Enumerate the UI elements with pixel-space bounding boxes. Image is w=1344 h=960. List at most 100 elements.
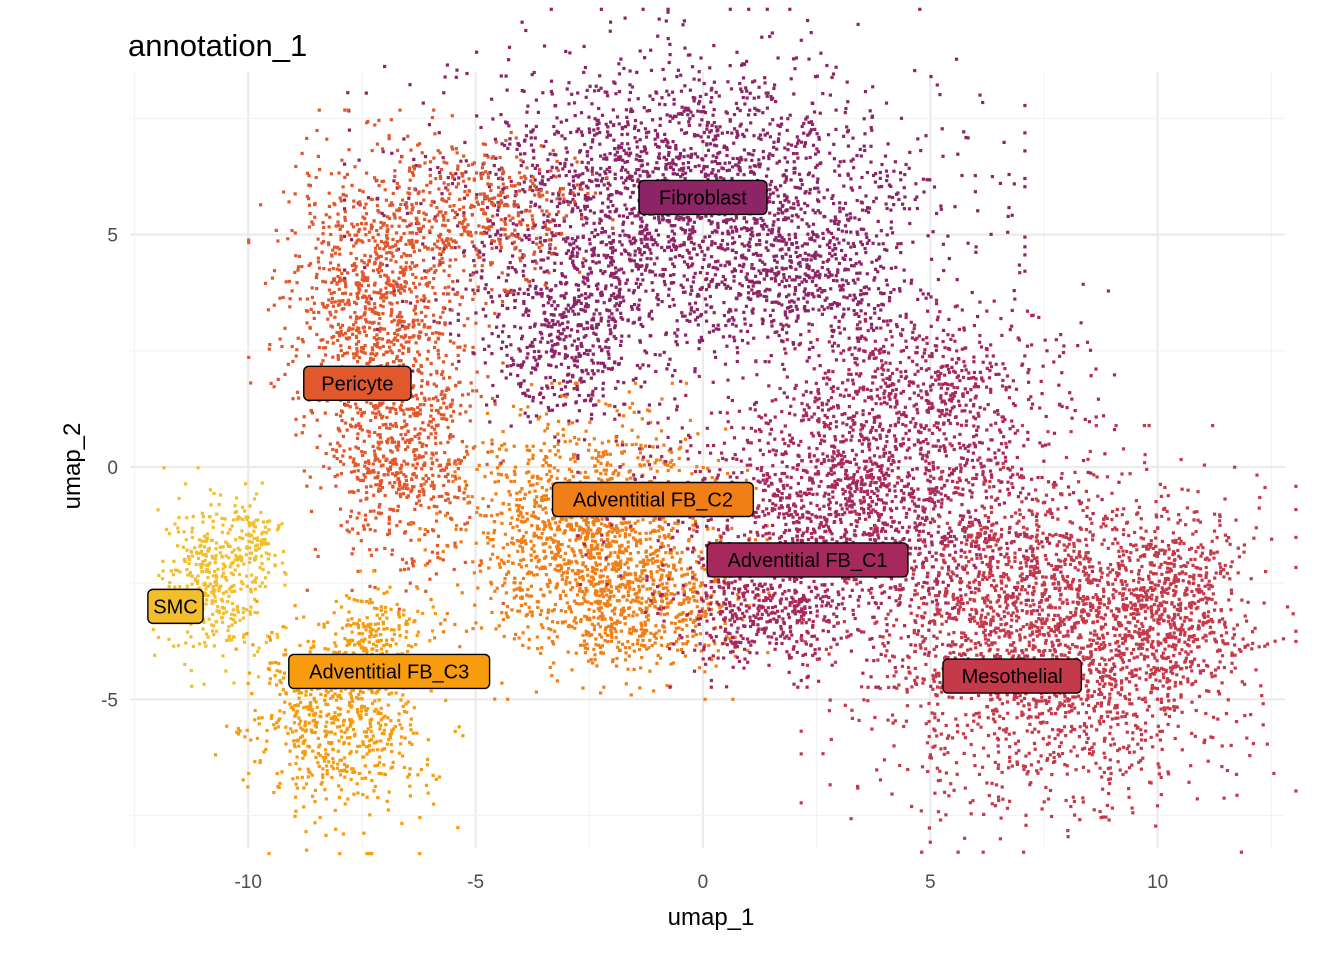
data-point: [835, 237, 839, 241]
data-point: [570, 251, 574, 255]
data-point: [436, 337, 440, 341]
data-point: [620, 334, 624, 338]
data-point: [457, 380, 461, 385]
data-point: [584, 334, 588, 338]
data-point: [276, 239, 280, 243]
data-point: [355, 347, 359, 351]
data-point: [724, 221, 729, 225]
data-point: [832, 142, 836, 146]
data-point: [581, 275, 586, 279]
data-point: [770, 267, 774, 271]
data-point: [402, 252, 406, 256]
data-point: [508, 261, 512, 265]
data-point: [843, 253, 848, 258]
data-point: [346, 298, 350, 302]
data-point: [381, 423, 385, 427]
data-point: [657, 215, 661, 219]
data-point: [825, 228, 829, 232]
data-point: [815, 235, 819, 239]
data-point: [373, 458, 377, 462]
data-point: [695, 253, 699, 257]
data-point: [465, 483, 469, 487]
data-point: [490, 332, 494, 336]
data-point: [804, 117, 808, 121]
data-point: [806, 309, 810, 313]
data-point: [632, 206, 636, 210]
data-point: [296, 336, 300, 340]
data-point: [693, 370, 697, 374]
data-point: [341, 291, 345, 296]
data-point: [796, 314, 800, 318]
data-point: [604, 339, 608, 343]
data-point: [392, 286, 396, 290]
data-point: [785, 197, 789, 201]
data-point: [625, 278, 629, 282]
data-point: [570, 328, 574, 332]
data-point: [663, 283, 667, 287]
data-point: [552, 268, 556, 273]
data-point: [371, 269, 375, 273]
data-point: [432, 382, 436, 386]
data-point: [786, 306, 790, 310]
data-point: [449, 516, 453, 520]
data-point: [342, 307, 346, 311]
data-point: [800, 183, 804, 187]
data-point: [487, 324, 491, 328]
data-point: [456, 467, 460, 471]
data-point: [339, 414, 343, 418]
data-point: [435, 245, 439, 249]
data-point: [775, 260, 779, 264]
data-point: [553, 224, 558, 228]
data-point: [364, 202, 368, 206]
data-point: [506, 306, 510, 310]
data-point: [631, 378, 635, 382]
data-point: [795, 241, 799, 245]
data-point: [834, 247, 838, 251]
data-point: [343, 302, 347, 306]
data-point: [368, 320, 372, 324]
data-point: [608, 210, 612, 214]
data-point: [781, 267, 785, 271]
data-point: [818, 286, 822, 290]
data-point: [420, 444, 424, 449]
data-point: [360, 428, 364, 432]
data-point: [482, 253, 486, 257]
data-point: [651, 170, 655, 174]
data-point: [690, 264, 694, 268]
data-point: [413, 414, 417, 418]
data-point: [453, 292, 457, 296]
data-point: [742, 226, 746, 230]
data-point: [752, 267, 756, 271]
chart-title: annotation_1: [128, 28, 307, 63]
data-point: [614, 270, 618, 274]
data-point: [552, 300, 556, 304]
data-point: [491, 383, 495, 388]
data-point: [329, 291, 333, 296]
data-point: [571, 175, 575, 179]
data-point: [604, 122, 608, 126]
data-point: [370, 352, 375, 356]
data-point: [771, 96, 775, 100]
data-point: [831, 72, 836, 76]
data-point: [561, 274, 565, 278]
data-point: [909, 281, 913, 285]
data-point: [812, 232, 816, 236]
data-point: [1007, 172, 1011, 177]
data-point: [529, 200, 533, 204]
data-point: [500, 142, 504, 146]
data-point: [472, 352, 476, 356]
data-point: [498, 294, 502, 298]
data-point: [904, 162, 908, 167]
data-point: [814, 283, 818, 288]
data-point: [872, 307, 877, 311]
data-point: [623, 233, 627, 237]
data-point: [907, 207, 912, 211]
data-point: [668, 145, 672, 149]
data-point: [688, 319, 692, 323]
data-point: [674, 247, 678, 251]
data-point: [841, 207, 845, 211]
data-point: [973, 190, 977, 194]
data-point: [322, 240, 326, 244]
data-point: [574, 238, 578, 243]
data-point: [319, 338, 323, 342]
